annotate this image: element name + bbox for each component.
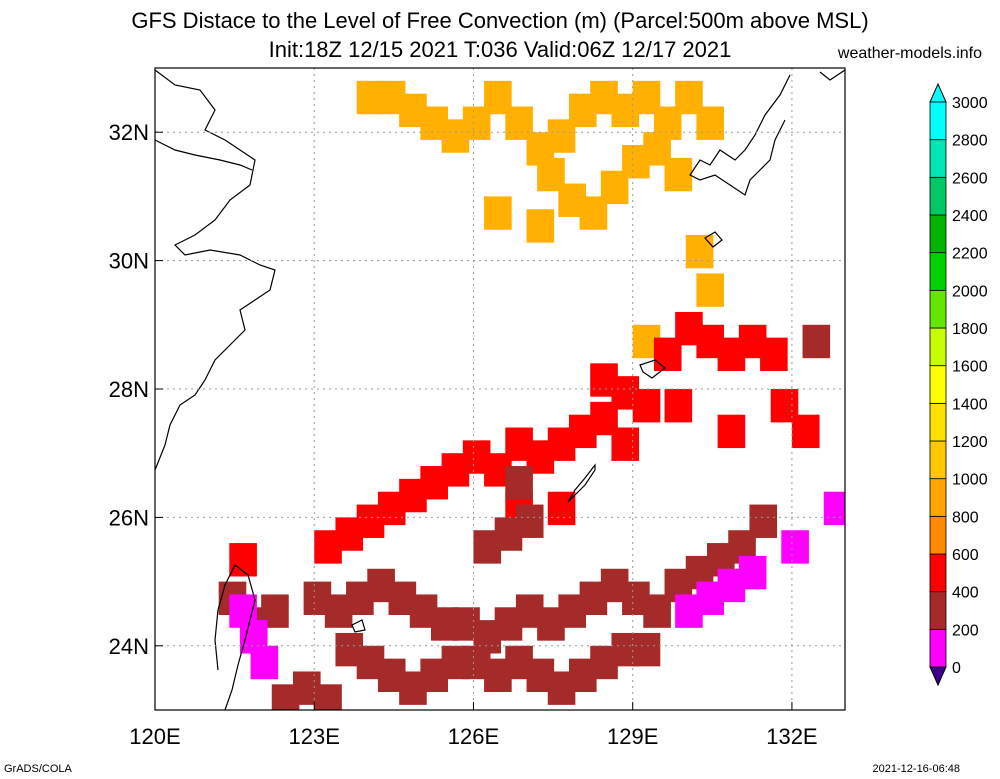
colorbar-swatch <box>929 327 947 367</box>
china-coastline-north <box>155 139 253 171</box>
colorbar-swatch <box>929 440 947 480</box>
field-cell <box>484 196 512 230</box>
colorbar-swatch <box>929 553 947 593</box>
footer-timestamp: 2021-12-16-06:48 <box>872 763 960 775</box>
miyako-island <box>351 619 366 633</box>
field-cell <box>632 632 661 667</box>
field-cell <box>664 157 693 192</box>
colorbar-label: 2600 <box>952 170 988 187</box>
lat-lon-grid <box>155 68 845 710</box>
site-watermark: weather-models.info <box>837 45 982 62</box>
colorbar-label: 2200 <box>952 246 988 263</box>
colorbar-swatch <box>929 214 947 254</box>
colorbar-label: 800 <box>952 509 979 526</box>
field-cell <box>611 427 640 461</box>
colorbar-min-arrow <box>929 666 947 687</box>
field-cell <box>632 389 661 423</box>
colorbar-label: 200 <box>952 622 979 639</box>
colorbar-swatch <box>929 101 947 141</box>
amami-island <box>639 359 666 379</box>
colorbar-swatch <box>929 289 947 329</box>
lat-tick-label: 32N <box>109 120 149 145</box>
colorbar-swatch <box>929 628 947 668</box>
field-cell <box>781 530 809 564</box>
colorbar-label: 2000 <box>952 283 988 300</box>
coastlines <box>155 69 845 710</box>
footer-credit: GrADS/COLA <box>4 763 72 775</box>
colorbar-label: 3000 <box>952 95 988 112</box>
field-cell <box>823 491 845 526</box>
colorbar-swatch <box>929 176 947 216</box>
map-title: GFS Distace to the Level of Free Convect… <box>131 8 869 33</box>
field-cell <box>664 389 693 423</box>
map-axes: 120E 123E 126E 129E 132E 24N 26N 28N 30N 32N <box>109 120 818 749</box>
colorbar-label: 1200 <box>952 434 988 451</box>
lon-tick-label: 120E <box>129 724 180 749</box>
colorbar-swatch <box>929 139 947 178</box>
colorbar: 0 200 400 600 800 1000 1200 1400 1600 1800 2000 220… <box>929 82 988 687</box>
colorbar-swatch <box>929 478 947 517</box>
colorbar-label: 0 <box>952 660 961 677</box>
colorbar-swatch <box>929 591 947 630</box>
field-cell <box>717 414 746 449</box>
field-cell <box>760 337 788 372</box>
lon-tick-label: 126E <box>448 724 499 749</box>
colorbar-label: 600 <box>952 547 979 564</box>
colorbar-label: 2800 <box>952 133 988 150</box>
field-cell <box>505 466 533 500</box>
lfc-distance-field <box>218 80 845 710</box>
lat-tick-label: 26N <box>109 505 149 530</box>
lon-tick-label: 129E <box>607 724 658 749</box>
field-cell <box>590 363 618 397</box>
lon-tick-label: 123E <box>289 724 340 749</box>
orange-yellow-band-north <box>356 80 724 359</box>
field-cell <box>770 389 799 423</box>
field-cell <box>526 209 555 243</box>
field-cell <box>696 273 724 307</box>
field-cell <box>515 504 544 538</box>
okinawa-island <box>567 463 596 503</box>
map-subtitle: Init:18Z 12/15 2021 T:036 Valid:06Z 12/1… <box>268 37 732 62</box>
brown-region <box>218 324 831 710</box>
colorbar-label: 1800 <box>952 321 988 338</box>
field-cell <box>738 555 767 590</box>
colorbar-label: 1600 <box>952 359 988 376</box>
kyushu-coastline <box>689 69 845 196</box>
lat-tick-label: 30N <box>109 249 149 274</box>
taiwan-coastline <box>214 564 256 710</box>
lat-tick-label: 24N <box>109 634 149 659</box>
colorbar-label: 400 <box>952 585 979 602</box>
field-cell <box>749 504 778 538</box>
colorbar-swatch <box>929 515 947 555</box>
colorbar-swatch <box>929 402 947 442</box>
colorbar-label: 1000 <box>952 472 988 489</box>
colorbar-max-arrow <box>929 82 947 103</box>
magenta-region <box>229 491 845 680</box>
field-cell <box>696 106 724 140</box>
lat-tick-label: 28N <box>109 377 149 402</box>
field-cell <box>250 645 279 680</box>
field-cell <box>685 234 714 269</box>
colorbar-swatch <box>929 365 947 404</box>
colorbar-swatch <box>929 252 947 291</box>
field-cell <box>802 324 831 359</box>
colorbar-label: 1400 <box>952 396 988 413</box>
china-coastline <box>155 69 276 471</box>
yakushima-island <box>704 231 723 248</box>
field-cell <box>314 684 342 710</box>
colorbar-label: 2400 <box>952 208 988 225</box>
lon-tick-label: 132E <box>766 724 817 749</box>
